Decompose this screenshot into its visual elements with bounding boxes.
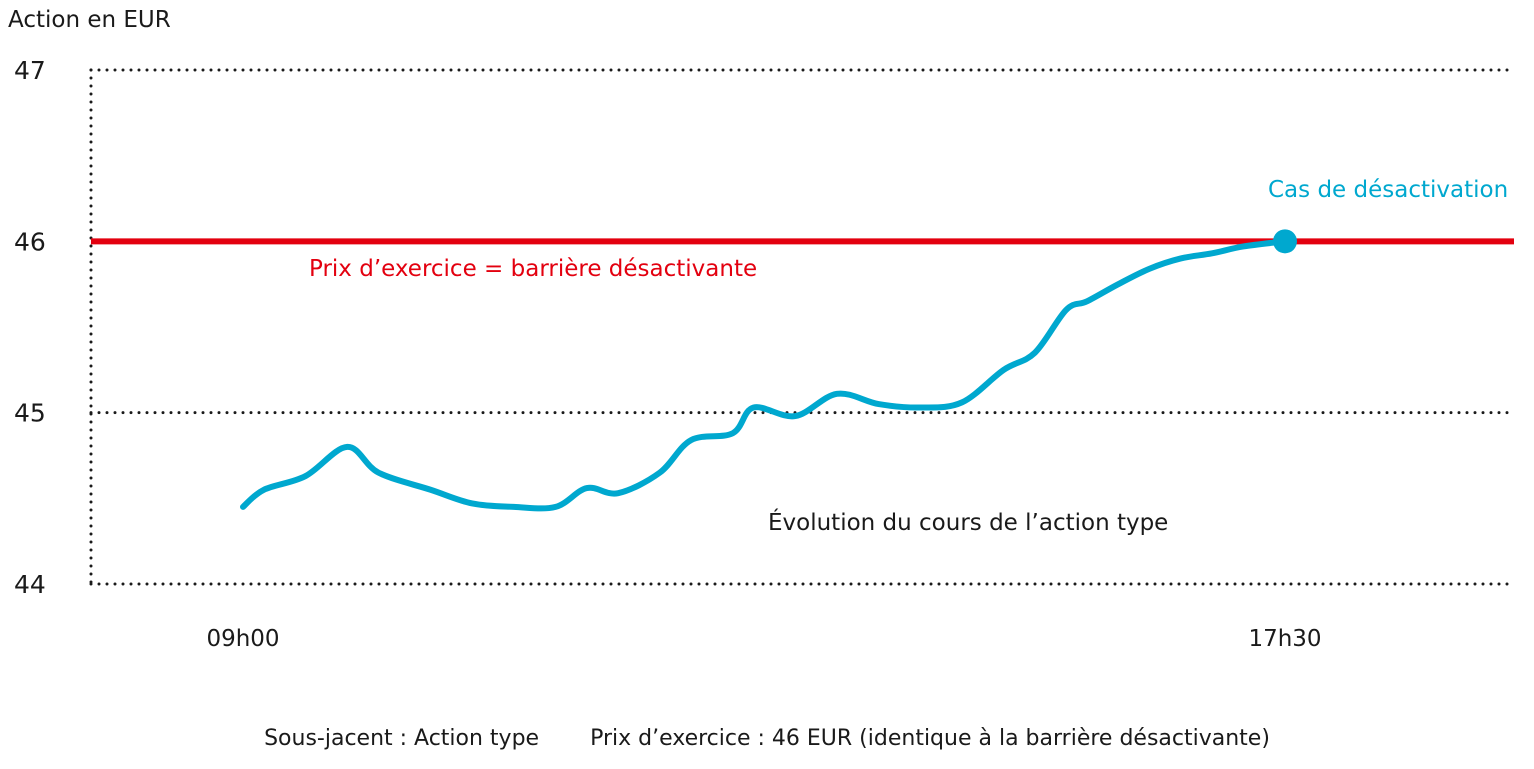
y-tick-label-0: 44 [14, 570, 46, 599]
strike-note: Prix d’exercice : 46 EUR (identique à la… [590, 726, 1270, 751]
y-tick-label-3: 47 [14, 56, 46, 85]
knockout-point [1273, 229, 1297, 254]
knockout-label: Cas de désactivation [1268, 177, 1508, 203]
x-tick-labels: 09h00 17h30 [206, 626, 1321, 652]
y-axis-label: Action en EUR [8, 7, 171, 33]
price-series-line [240, 238, 1288, 512]
y-tick-label-1: 45 [14, 399, 46, 428]
x-tick-label-1: 17h30 [1248, 626, 1321, 652]
grid-lines [89, 68, 1516, 586]
y-tick-labels: 44 45 46 47 [14, 56, 46, 599]
chart-footer: Sous-jacent : Action type Prix d’exercic… [0, 726, 1534, 751]
y-tick-label-2: 46 [14, 227, 46, 256]
underlying-note: Sous-jacent : Action type [264, 726, 540, 751]
series-label: Évolution du cours de l’action type [768, 508, 1168, 536]
barrier-label: Prix d’exercice = barrière désactivante [309, 256, 757, 282]
x-tick-label-0: 09h00 [206, 626, 279, 652]
